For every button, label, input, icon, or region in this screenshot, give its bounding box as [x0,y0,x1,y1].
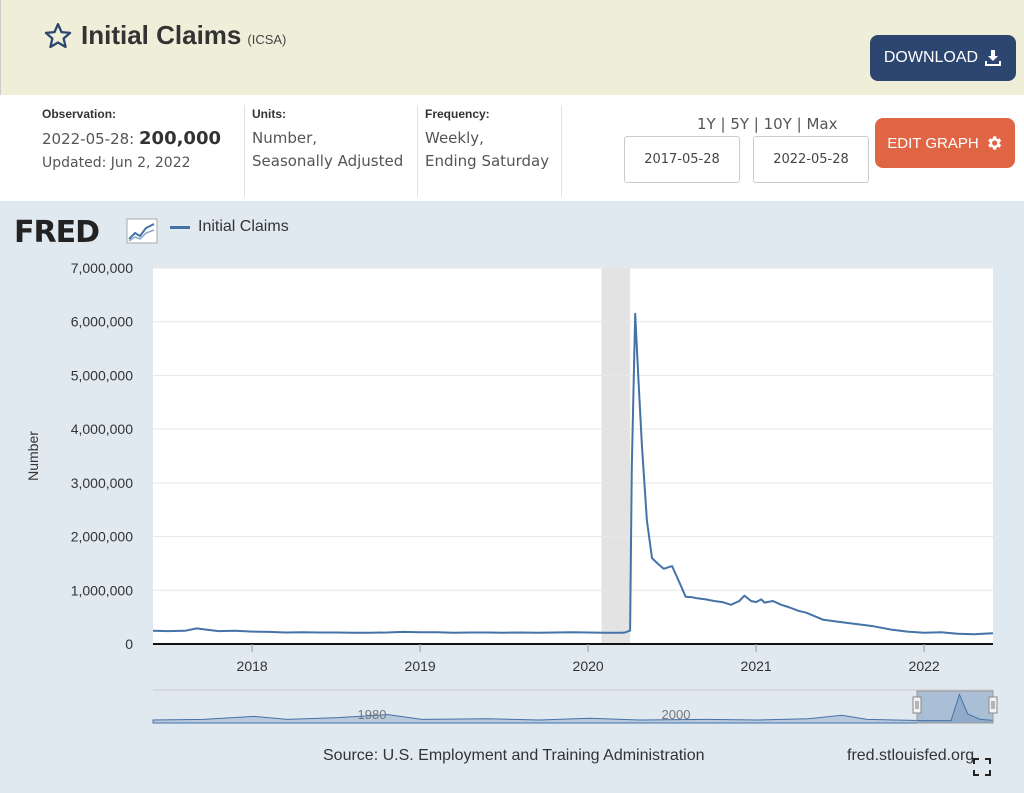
download-label: DOWNLOAD [884,49,978,67]
observation-label: Observation: [42,107,221,121]
frequency-label: Frequency: [425,107,549,121]
end-date-input[interactable]: 2022-05-28 [753,136,869,183]
x-tick-label: 2022 [909,658,940,674]
y-tick-label: 4,000,000 [71,421,133,437]
source-text: Source: U.S. Employment and Training Adm… [323,747,705,765]
range-links: 1Y | 5Y | 10Y | Max [697,115,837,133]
navigator-tick-label: 1980 [358,707,387,722]
y-tick-label: 2,000,000 [71,529,133,545]
page-title: Initial Claims [81,20,241,51]
x-tick-label: 2018 [237,658,268,674]
header: Initial Claims (ICSA) DOWNLOAD [0,0,1024,95]
navigator-selection [917,691,993,723]
frequency-line2: Ending Saturday [425,150,549,173]
y-tick-label: 7,000,000 [71,260,133,276]
updated-text: Updated: Jun 2, 2022 [42,155,221,171]
observation-date: 2022-05-28: [42,130,134,148]
frequency-line1: Weekly, [425,127,549,150]
series-meta: Observation: 2022-05-28: 200,000 Updated… [0,95,1024,201]
y-tick-label: 6,000,000 [71,314,133,330]
frequency-block: Frequency: Weekly, Ending Saturday [425,107,549,173]
edit-graph-label: EDIT GRAPH [887,135,978,152]
units-line2: Seasonally Adjusted [252,150,403,173]
series-id: (ICSA) [247,32,286,47]
range-10y-link[interactable]: 10Y [764,115,792,133]
title-row: Initial Claims (ICSA) [43,20,286,51]
units-block: Units: Number, Seasonally Adjusted [252,107,403,173]
x-tick-label: 2021 [741,658,772,674]
divider [417,105,418,197]
range-1y-link[interactable]: 1Y [697,115,716,133]
range-max-link[interactable]: Max [806,115,837,133]
observation-block: Observation: 2022-05-28: 200,000 Updated… [42,107,221,171]
chart-svg: 0 1,000,000 2,000,000 3,000,000 4,000,000 5,0… [0,201,1024,746]
navigator-handle[interactable] [913,697,921,713]
divider [244,105,245,197]
navigator-handle[interactable] [989,697,997,713]
edit-graph-button[interactable]: EDIT GRAPH [875,118,1015,168]
units-label: Units: [252,107,403,121]
start-date-input[interactable]: 2017-05-28 [624,136,740,183]
download-icon [984,49,1002,67]
plot-area [153,268,993,644]
recession-band [602,268,631,644]
y-tick-label: 1,000,000 [71,582,133,598]
expand-icon[interactable] [972,757,992,777]
gear-icon [985,134,1003,152]
x-tick-label: 2019 [405,658,436,674]
y-tick-label: 0 [125,636,133,652]
y-tick-label: 5,000,000 [71,367,133,383]
navigator-series-area [153,695,993,724]
units-line1: Number, [252,127,403,150]
divider [561,105,562,197]
navigator-tick-label: 2000 [662,707,691,722]
y-axis-title: Number [25,431,41,481]
fred-url-link[interactable]: fred.stlouisfed.org [847,747,974,765]
y-tick-label: 3,000,000 [71,475,133,491]
range-5y-link[interactable]: 5Y [730,115,749,133]
star-icon[interactable] [43,21,73,51]
x-tick-label: 2020 [573,658,604,674]
observation-line: 2022-05-28: 200,000 [42,127,221,151]
download-button[interactable]: DOWNLOAD [870,35,1016,81]
observation-value: 200,000 [139,128,221,149]
